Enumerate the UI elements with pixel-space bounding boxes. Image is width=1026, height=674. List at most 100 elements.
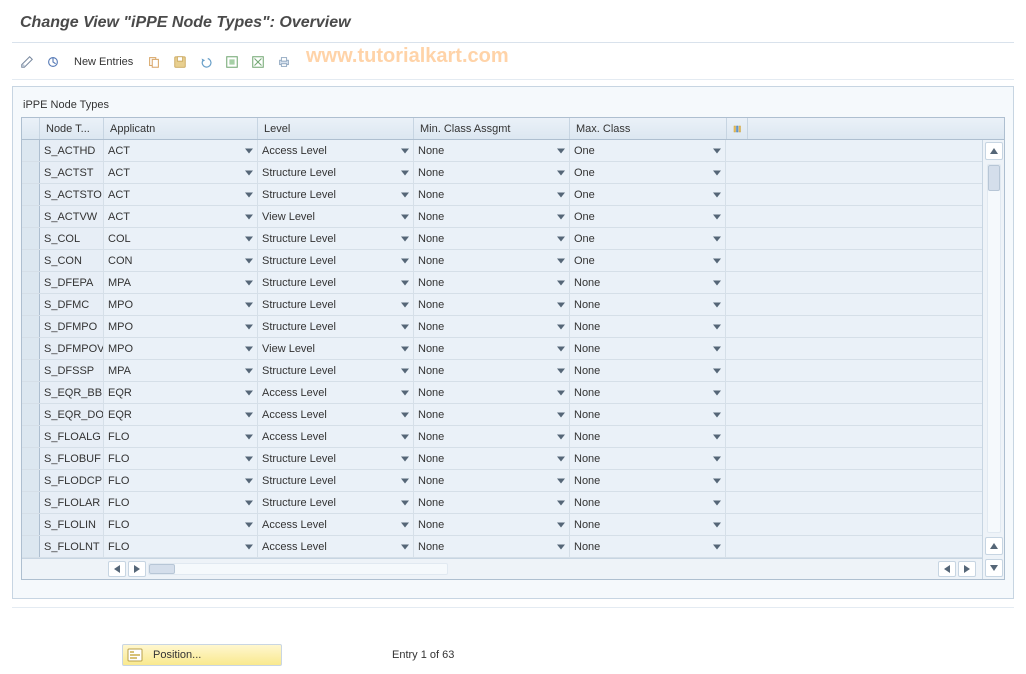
dropdown-arrow-icon[interactable] [713,412,721,417]
dropdown-arrow-icon[interactable] [713,170,721,175]
dropdown-arrow-icon[interactable] [401,280,409,285]
dropdown-arrow-icon[interactable] [713,500,721,505]
cell-node-type[interactable]: S_CON [40,250,104,271]
cell-application-dropdown[interactable]: FLO [104,536,258,557]
cell-max-class-dropdown[interactable]: None [570,272,726,293]
hscroll-left-icon[interactable] [108,561,126,577]
cell-min-class-dropdown[interactable]: None [414,382,570,403]
cell-min-class-dropdown[interactable]: None [414,448,570,469]
cell-level-dropdown[interactable]: Access Level [258,404,414,425]
cell-min-class-dropdown[interactable]: None [414,536,570,557]
cell-application-dropdown[interactable]: ACT [104,162,258,183]
dropdown-arrow-icon[interactable] [557,434,565,439]
save-icon[interactable] [169,51,191,73]
cell-min-class-dropdown[interactable]: None [414,294,570,315]
cell-max-class-dropdown[interactable]: None [570,338,726,359]
dropdown-arrow-icon[interactable] [245,390,253,395]
cell-max-class-dropdown[interactable]: None [570,316,726,337]
table-row[interactable]: S_DFSSPMPAStructure LevelNoneNone [22,360,982,382]
cell-level-dropdown[interactable]: Structure Level [258,228,414,249]
cell-max-class-dropdown[interactable]: None [570,426,726,447]
dropdown-arrow-icon[interactable] [401,522,409,527]
cell-level-dropdown[interactable]: Access Level [258,536,414,557]
table-row[interactable]: S_COLCOLStructure LevelNoneOne [22,228,982,250]
table-settings-icon[interactable] [726,118,748,139]
cell-min-class-dropdown[interactable]: None [414,228,570,249]
dropdown-arrow-icon[interactable] [557,280,565,285]
hscroll-left2-icon[interactable] [938,561,956,577]
cell-node-type[interactable]: S_DFMPO [40,316,104,337]
row-select-header[interactable] [22,118,40,139]
cell-application-dropdown[interactable]: FLO [104,470,258,491]
dropdown-arrow-icon[interactable] [245,544,253,549]
cell-node-type[interactable]: S_FLOALG [40,426,104,447]
dropdown-arrow-icon[interactable] [557,412,565,417]
row-selector[interactable] [22,184,40,205]
cell-application-dropdown[interactable]: COL [104,228,258,249]
deselect-all-icon[interactable] [247,51,269,73]
cell-min-class-dropdown[interactable]: None [414,206,570,227]
dropdown-arrow-icon[interactable] [245,522,253,527]
table-row[interactable]: S_FLODCPFLOStructure LevelNoneNone [22,470,982,492]
print-icon[interactable] [273,51,295,73]
cell-max-class-dropdown[interactable]: None [570,470,726,491]
cell-max-class-dropdown[interactable]: One [570,206,726,227]
table-row[interactable]: S_EQR_BBEQRAccess LevelNoneNone [22,382,982,404]
cell-application-dropdown[interactable]: MPA [104,272,258,293]
dropdown-arrow-icon[interactable] [713,302,721,307]
dropdown-arrow-icon[interactable] [401,236,409,241]
cell-min-class-dropdown[interactable]: None [414,184,570,205]
dropdown-arrow-icon[interactable] [245,412,253,417]
cell-min-class-dropdown[interactable]: None [414,360,570,381]
dropdown-arrow-icon[interactable] [401,390,409,395]
select-all-icon[interactable] [221,51,243,73]
cell-max-class-dropdown[interactable]: None [570,536,726,557]
row-selector[interactable] [22,426,40,447]
row-selector[interactable] [22,316,40,337]
dropdown-arrow-icon[interactable] [245,346,253,351]
cell-min-class-dropdown[interactable]: None [414,470,570,491]
cell-node-type[interactable]: S_DFEPA [40,272,104,293]
table-row[interactable]: S_CONCONStructure LevelNoneOne [22,250,982,272]
dropdown-arrow-icon[interactable] [713,368,721,373]
table-row[interactable]: S_ACTHDACTAccess LevelNoneOne [22,140,982,162]
dropdown-arrow-icon[interactable] [245,368,253,373]
hscroll-track[interactable] [148,563,448,575]
cell-min-class-dropdown[interactable]: None [414,514,570,535]
dropdown-arrow-icon[interactable] [401,544,409,549]
dropdown-arrow-icon[interactable] [557,522,565,527]
cell-application-dropdown[interactable]: ACT [104,206,258,227]
dropdown-arrow-icon[interactable] [557,544,565,549]
dropdown-arrow-icon[interactable] [557,170,565,175]
cell-application-dropdown[interactable]: FLO [104,448,258,469]
dropdown-arrow-icon[interactable] [557,302,565,307]
cell-node-type[interactable]: S_ACTSTO [40,184,104,205]
table-row[interactable]: S_DFMCMPOStructure LevelNoneNone [22,294,982,316]
vscroll-down-icon[interactable] [985,559,1003,577]
row-selector[interactable] [22,492,40,513]
cell-application-dropdown[interactable]: ACT [104,184,258,205]
dropdown-arrow-icon[interactable] [713,324,721,329]
vscroll-track[interactable] [987,164,1001,533]
dropdown-arrow-icon[interactable] [245,500,253,505]
cell-max-class-dropdown[interactable]: None [570,382,726,403]
cell-min-class-dropdown[interactable]: None [414,272,570,293]
dropdown-arrow-icon[interactable] [557,390,565,395]
cell-min-class-dropdown[interactable]: None [414,338,570,359]
cell-level-dropdown[interactable]: Structure Level [258,360,414,381]
vscroll-thumb[interactable] [988,165,1000,191]
dropdown-arrow-icon[interactable] [401,302,409,307]
cell-min-class-dropdown[interactable]: None [414,140,570,161]
vscroll-up2-icon[interactable] [985,537,1003,555]
cell-level-dropdown[interactable]: View Level [258,338,414,359]
cell-application-dropdown[interactable]: EQR [104,382,258,403]
cell-node-type[interactable]: S_ACTST [40,162,104,183]
row-selector[interactable] [22,162,40,183]
dropdown-arrow-icon[interactable] [713,544,721,549]
cell-level-dropdown[interactable]: Access Level [258,426,414,447]
dropdown-arrow-icon[interactable] [713,522,721,527]
dropdown-arrow-icon[interactable] [713,346,721,351]
col-max-class[interactable]: Max. Class [570,118,726,139]
cell-level-dropdown[interactable]: Access Level [258,382,414,403]
table-row[interactable]: S_DFEPAMPAStructure LevelNoneNone [22,272,982,294]
